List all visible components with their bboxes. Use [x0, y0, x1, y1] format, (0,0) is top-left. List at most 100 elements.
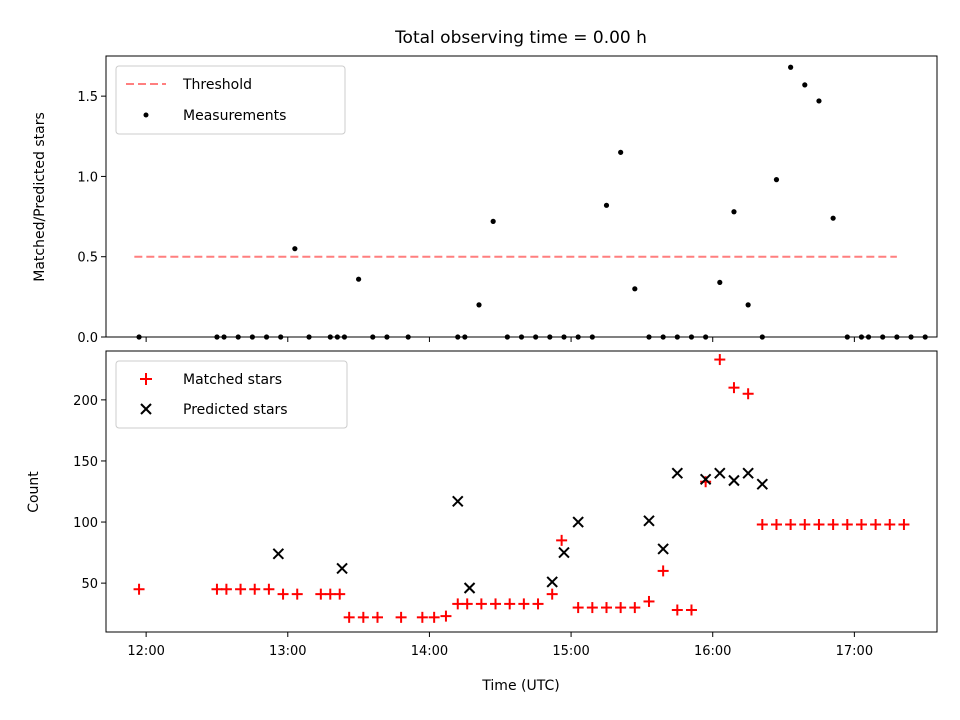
matched-star-point: [324, 588, 336, 600]
matched-star-point: [841, 518, 853, 530]
matched-star-point: [220, 583, 232, 595]
matched-star-point: [532, 598, 544, 610]
x-tick-label: 13:00: [269, 644, 306, 659]
matched-star-point: [770, 518, 782, 530]
legend-matched-label: Matched stars: [183, 372, 282, 388]
top-y-ticks: 0.0 0.5 1.0 1.5: [77, 90, 106, 346]
matched-star-point: [211, 583, 223, 595]
bottom-plot-frame: [105, 350, 938, 633]
matched-star-point: [785, 518, 797, 530]
top-y-tick-label: 0.0: [77, 331, 98, 346]
matched-star-point: [728, 382, 740, 394]
measurement-point: [830, 215, 836, 221]
matched-star-point: [461, 598, 473, 610]
predicted-star-point: [742, 467, 754, 479]
matched-star-point: [263, 583, 275, 595]
matched-star-point: [249, 583, 261, 595]
x-tick-label: 12:00: [127, 644, 164, 659]
measurement-point: [292, 246, 298, 252]
predicted-star-point: [714, 467, 726, 479]
matched-star-point: [884, 518, 896, 530]
matched-star-point: [742, 388, 754, 400]
matched-star-point: [827, 518, 839, 530]
matched-star-point: [600, 602, 612, 614]
predicted-star-point: [728, 474, 740, 487]
bottom-y-tick-label: 200: [73, 394, 98, 409]
matched-star-point: [428, 611, 440, 623]
matched-star-point: [518, 598, 530, 610]
predicted-stars-points: [272, 467, 769, 594]
matched-star-point: [685, 604, 697, 616]
bottom-y-tick-label: 100: [73, 516, 98, 531]
predicted-star-point: [657, 543, 669, 555]
matched-star-point: [714, 354, 726, 366]
top-panel: 0.0 0.5 1.0 1.5 Matched/Predicted stars Thr…: [32, 55, 938, 346]
top-y-axis-label: Matched/Predicted stars: [32, 112, 48, 282]
measurement-point: [773, 177, 780, 183]
predicted-star-point: [756, 478, 769, 490]
matched-star-point: [556, 534, 568, 546]
matched-star-point: [756, 518, 768, 530]
predicted-star-point: [643, 515, 655, 527]
matched-star-point: [395, 611, 407, 623]
x-axis-label: Time (UTC): [481, 678, 559, 694]
measurement-point: [603, 202, 610, 208]
matched-star-point: [643, 595, 655, 607]
matched-star-point: [235, 583, 247, 595]
matched-stars-points: [133, 354, 910, 623]
bottom-y-tick-label: 50: [81, 577, 98, 592]
predicted-star-point: [558, 546, 570, 559]
measurement-point: [632, 286, 638, 292]
matched-star-point: [277, 588, 289, 600]
bottom-panel: 50 100 150 200 12:00 13:00 14:00 15:00 16:00 17:…: [26, 350, 938, 694]
measurement-point: [476, 302, 482, 308]
bottom-y-axis-label: Count: [26, 471, 42, 513]
predicted-star-point: [546, 576, 558, 588]
matched-star-point: [546, 588, 558, 600]
matched-star-point: [615, 602, 627, 614]
measurement-point: [356, 276, 362, 282]
legend-threshold-label: Threshold: [182, 77, 252, 93]
matched-star-point: [629, 602, 641, 614]
chart-title: Total observing time = 0.00 h: [394, 28, 647, 48]
legend-measurements-swatch: [143, 112, 149, 118]
matched-star-point: [291, 588, 303, 600]
top-y-tick-label: 0.5: [77, 251, 98, 266]
legend-predicted-label: Predicted stars: [183, 402, 288, 418]
matched-star-point: [416, 611, 428, 623]
matched-star-point: [475, 598, 487, 610]
x-tick-label: 16:00: [694, 644, 731, 659]
bottom-y-ticks: 50 100 150 200: [73, 394, 106, 592]
bottom-x-ticks: 12:00 13:00 14:00 15:00 16:00 17:00: [127, 632, 873, 659]
matched-star-point: [357, 611, 369, 623]
legend-matched-swatch: [140, 373, 152, 385]
matched-star-point: [657, 565, 669, 577]
bottom-legend: Matched stars Predicted stars: [115, 360, 348, 429]
x-tick-label: 15:00: [552, 644, 589, 659]
predicted-star-point: [699, 473, 712, 485]
top-x-ticks: [145, 337, 855, 342]
legend-measurements-label: Measurements: [183, 108, 286, 124]
predicted-star-point: [272, 548, 285, 560]
measurement-point: [788, 64, 794, 70]
x-tick-label: 14:00: [411, 644, 448, 659]
predicted-star-point: [463, 582, 476, 594]
matched-star-point: [799, 518, 811, 530]
matched-star-point: [572, 602, 584, 614]
bottom-y-tick-label: 150: [73, 455, 98, 470]
measurement-point: [717, 279, 723, 286]
matched-star-point: [855, 518, 867, 530]
measurement-point: [490, 218, 496, 224]
predicted-star-point: [452, 495, 464, 507]
x-tick-label: 17:00: [836, 644, 873, 659]
legend-predicted-swatch: [140, 403, 152, 415]
matched-star-point: [870, 518, 882, 530]
matched-star-point: [315, 588, 327, 600]
matched-star-point: [371, 611, 383, 623]
matched-star-point: [898, 518, 910, 530]
measurement-point: [802, 82, 808, 88]
matched-star-point: [452, 598, 464, 610]
matched-star-point: [504, 598, 516, 610]
predicted-star-point: [572, 516, 584, 528]
